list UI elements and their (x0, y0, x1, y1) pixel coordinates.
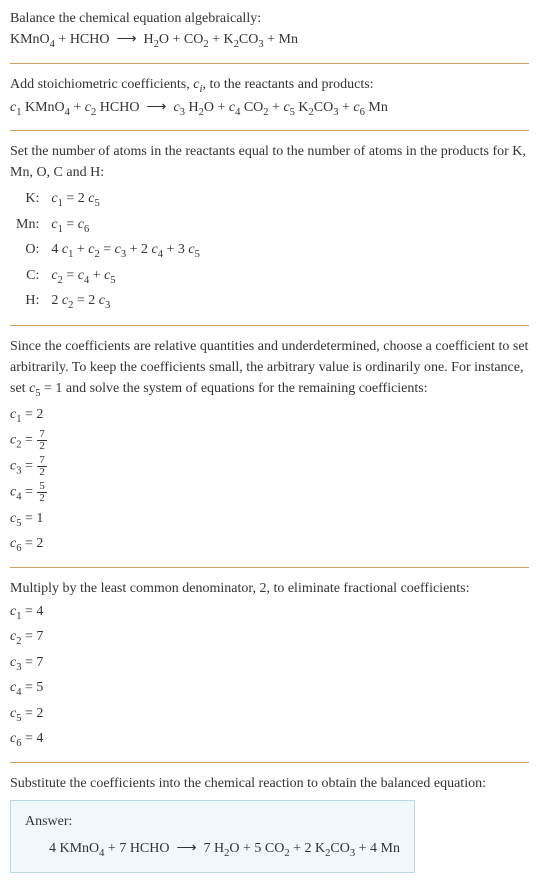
coeff-sub: 5 (16, 713, 21, 724)
divider (10, 325, 529, 326)
coefficient-line: c1 = 4 (10, 601, 529, 625)
atom-row: H: 2 c2 = 2 c3 (10, 289, 206, 315)
intro-line: Balance the chemical equation algebraica… (10, 8, 529, 29)
divider (10, 63, 529, 64)
coefficient-line: c3 = 7 (10, 652, 529, 676)
coefficient-line: c2 = 72 (10, 429, 529, 453)
coeff-sub: 6 (16, 738, 21, 749)
coefficient-line: c5 = 1 (10, 508, 529, 532)
coeff-sub: 3 (16, 662, 21, 673)
coeff-value: 72 (36, 459, 47, 474)
atom-equation: 2 c2 = 2 c3 (45, 289, 205, 315)
atoms-intro: Set the number of atoms in the reactants… (10, 141, 529, 183)
explain-text: Since the coefficients are relative quan… (10, 336, 529, 402)
coefficient-line: c2 = 7 (10, 626, 529, 650)
atom-label: H: (10, 289, 45, 315)
atom-row: Mn: c1 = c6 (10, 213, 206, 239)
stoich-section: Add stoichiometric coefficients, ci, to … (10, 74, 529, 121)
lcm-section: Multiply by the least common denominator… (10, 578, 529, 752)
coeff-value: 7 (36, 629, 43, 644)
coeff-sub: 3 (16, 466, 21, 477)
stoich-line: Add stoichiometric coefficients, ci, to … (10, 74, 529, 97)
atom-label: C: (10, 264, 45, 290)
atom-row: C: c2 = c4 + c5 (10, 264, 206, 290)
coeff-sub: 2 (16, 440, 21, 451)
divider (10, 567, 529, 568)
coefficient-line: c4 = 52 (10, 481, 529, 505)
intro-section: Balance the chemical equation algebraica… (10, 8, 529, 53)
coefficients-list-1: c1 = 2 c2 = 72 c3 = 72 c4 = 52 c5 = 1 c6… (10, 404, 529, 557)
coeff-sub: 4 (16, 492, 21, 503)
solve-section: Since the coefficients are relative quan… (10, 336, 529, 557)
atom-equation: 4 c1 + c2 = c3 + 2 c4 + 3 c5 (45, 238, 205, 264)
coeff-sub: 1 (16, 611, 21, 622)
subst-text: Substitute the coefficients into the che… (10, 773, 529, 794)
coeff-value: 5 (36, 680, 43, 695)
atom-equation: c1 = c6 (45, 213, 205, 239)
coeff-sub: 5 (16, 517, 21, 528)
stoich-equation: c1 KMnO4 + c2 HCHO ⟶ c3 H2O + c4 CO2 + c… (10, 97, 529, 121)
coeff-sub: 6 (16, 543, 21, 554)
coeff-value: 7 (36, 655, 43, 670)
atom-label: Mn: (10, 213, 45, 239)
coeff-value: 72 (36, 433, 47, 448)
atom-row: K: c1 = 2 c5 (10, 187, 206, 213)
coefficient-line: c4 = 5 (10, 677, 529, 701)
coeff-sub: 4 (16, 687, 21, 698)
coeff-value: 2 (36, 407, 43, 422)
coefficient-line: c6 = 4 (10, 728, 529, 752)
coeff-sub: 1 (16, 413, 21, 424)
coeff-sub: 2 (16, 636, 21, 647)
atom-row: O: 4 c1 + c2 = c3 + 2 c4 + 3 c5 (10, 238, 206, 264)
answer-equation: 4 KMnO4 + 7 HCHO ⟶ 7 H2O + 5 CO2 + 2 K2C… (25, 838, 400, 862)
atom-equations-table: K: c1 = 2 c5 Mn: c1 = c6 O: 4 c1 + c2 = … (10, 187, 206, 315)
atom-equation: c2 = c4 + c5 (45, 264, 205, 290)
atom-label: O: (10, 238, 45, 264)
coefficient-line: c3 = 72 (10, 455, 529, 479)
coefficient-line: c5 = 2 (10, 703, 529, 727)
atom-label: K: (10, 187, 45, 213)
divider (10, 762, 529, 763)
coefficients-list-2: c1 = 4 c2 = 7 c3 = 7 c4 = 5 c5 = 2 c6 = … (10, 601, 529, 752)
divider (10, 130, 529, 131)
answer-label: Answer: (25, 811, 400, 832)
atom-equations-body: K: c1 = 2 c5 Mn: c1 = c6 O: 4 c1 + c2 = … (10, 187, 206, 315)
coeff-value: 52 (36, 485, 47, 500)
coefficient-line: c1 = 2 (10, 404, 529, 428)
coeff-value: 2 (36, 706, 43, 721)
lcm-text: Multiply by the least common denominator… (10, 578, 529, 599)
coefficient-line: c6 = 2 (10, 533, 529, 557)
coeff-value: 1 (36, 511, 43, 526)
intro-equation: KMnO4 + HCHO ⟶ H2O + CO2 + K2CO3 + Mn (10, 29, 529, 53)
atom-equation: c1 = 2 c5 (45, 187, 205, 213)
substitute-section: Substitute the coefficients into the che… (10, 773, 529, 873)
answer-box: Answer: 4 KMnO4 + 7 HCHO ⟶ 7 H2O + 5 CO2… (10, 800, 415, 873)
atom-balance-section: Set the number of atoms in the reactants… (10, 141, 529, 315)
coeff-value: 2 (36, 536, 43, 551)
coeff-value: 4 (36, 731, 43, 746)
coeff-value: 4 (36, 604, 43, 619)
